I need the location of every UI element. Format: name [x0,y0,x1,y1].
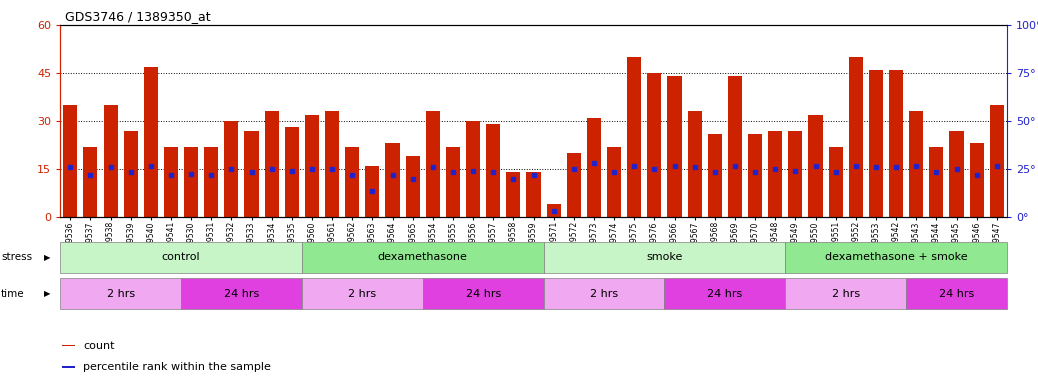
Bar [828,147,843,217]
Text: dexamethasone + smoke: dexamethasone + smoke [825,252,967,262]
Bar [929,147,944,217]
Bar [909,111,923,217]
Bar [60,242,302,273]
Text: 24 hrs: 24 hrs [224,289,260,299]
Bar [849,57,863,217]
Bar [302,278,422,309]
Bar [869,70,883,217]
Text: 24 hrs: 24 hrs [707,289,742,299]
Bar [507,172,520,217]
Bar [302,242,544,273]
Bar [627,57,641,217]
Bar [83,147,98,217]
Bar [325,111,339,217]
Bar [245,131,258,217]
Bar [406,156,419,217]
Bar [667,76,682,217]
Bar [586,118,601,217]
Bar [567,153,581,217]
Bar [950,131,963,217]
Text: control: control [162,252,200,262]
Text: stress: stress [1,252,32,262]
Text: 2 hrs: 2 hrs [831,289,859,299]
Bar [144,66,158,217]
Bar [346,147,359,217]
Text: time: time [1,289,25,299]
Bar [422,278,544,309]
Bar [544,278,664,309]
Bar [365,166,380,217]
Bar [969,143,984,217]
Bar [544,242,786,273]
Bar [486,124,500,217]
Bar [664,278,786,309]
Bar [466,121,481,217]
Bar [204,147,218,217]
Bar [446,147,460,217]
Bar [224,121,239,217]
Text: dexamethasone: dexamethasone [378,252,468,262]
Bar [768,131,783,217]
Bar [708,134,721,217]
Bar [265,111,279,217]
Bar [385,143,400,217]
Text: smoke: smoke [647,252,683,262]
Bar [990,105,1004,217]
Text: 2 hrs: 2 hrs [349,289,377,299]
Text: 2 hrs: 2 hrs [107,289,135,299]
Bar [728,76,742,217]
Bar [687,111,702,217]
Bar [104,105,117,217]
Bar [124,131,138,217]
Bar [305,114,319,217]
Bar [607,147,621,217]
Bar [547,204,561,217]
Text: count: count [83,341,114,351]
Text: GDS3746 / 1389350_at: GDS3746 / 1389350_at [65,10,211,23]
Text: ▶: ▶ [44,289,50,298]
Text: ▶: ▶ [44,253,50,262]
Bar [786,278,906,309]
Bar [62,366,75,368]
Bar [284,127,299,217]
Bar [526,172,541,217]
Bar [426,111,440,217]
Text: 2 hrs: 2 hrs [590,289,618,299]
Bar [648,73,661,217]
Text: 24 hrs: 24 hrs [939,289,974,299]
Bar [164,147,179,217]
Bar [748,134,762,217]
Text: 24 hrs: 24 hrs [466,289,500,299]
Bar [788,131,802,217]
Bar [181,278,302,309]
Bar [62,345,75,346]
Bar [63,105,77,217]
Text: percentile rank within the sample: percentile rank within the sample [83,362,271,372]
Bar [809,114,822,217]
Bar [184,147,198,217]
Bar [889,70,903,217]
Bar [786,242,1007,273]
Bar [906,278,1007,309]
Bar [60,278,181,309]
